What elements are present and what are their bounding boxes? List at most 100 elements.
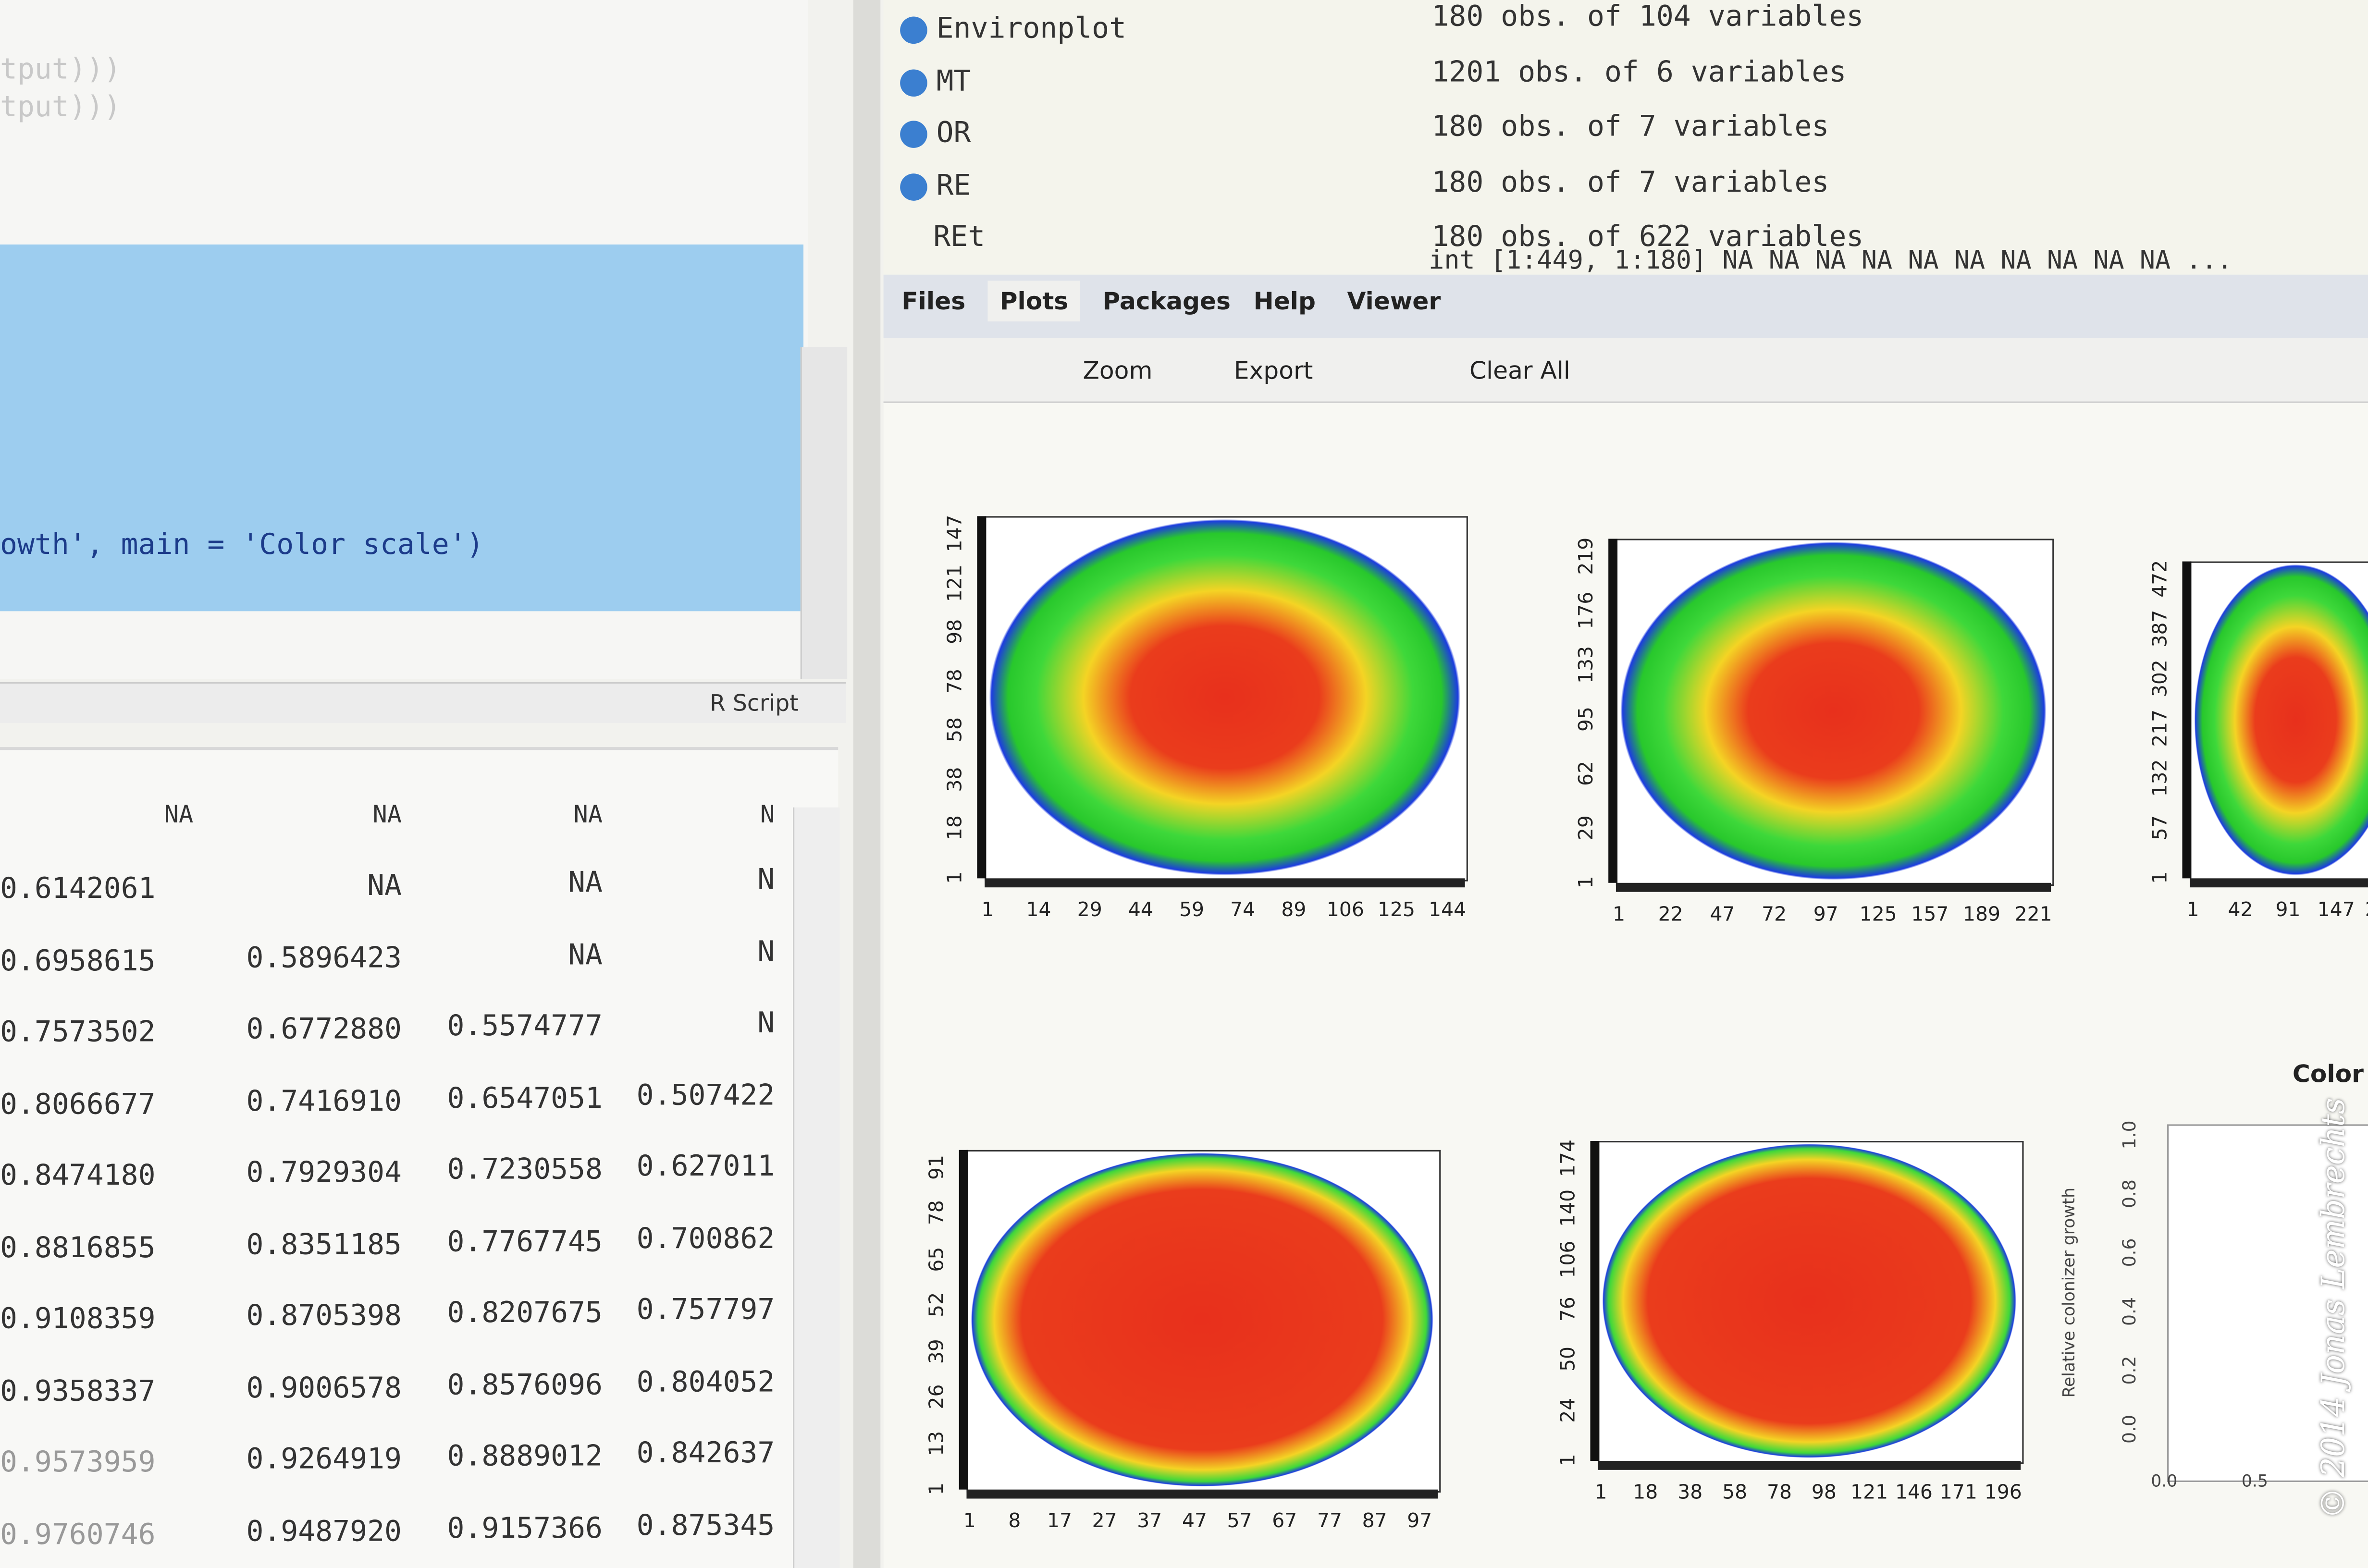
x-tick-label: 1	[981, 899, 994, 922]
console-cell: 0.8066677	[0, 1087, 156, 1121]
y-axis-bar	[1608, 539, 1618, 883]
console-header: NA	[372, 799, 402, 829]
x-tick-label: 157	[1911, 904, 1949, 927]
x-tick-label: 189	[1962, 904, 2001, 927]
console-cell: 0.9108359	[0, 1302, 156, 1336]
console-panel	[0, 747, 839, 1568]
divider	[853, 0, 881, 1568]
tab[interactable]: Help	[1253, 286, 1316, 316]
toolbar-button[interactable]: Clear All	[1469, 356, 1570, 385]
console-cell: 0.7230558	[447, 1153, 603, 1187]
y-tick-label: 0.8	[2119, 1179, 2140, 1208]
console-cell: 0.6142061	[0, 872, 156, 906]
tab[interactable]: Packages	[1102, 286, 1231, 316]
console-cell: 0.507422	[636, 1078, 775, 1112]
env-value: 180 obs. of 7 variables	[1431, 110, 1829, 144]
y-tick-label: 62	[1576, 761, 1599, 786]
file-type[interactable]: R Script	[710, 689, 799, 717]
heatmap	[989, 519, 1461, 876]
y-tick-label: 1	[1557, 1454, 1581, 1467]
env-value: 1201 obs. of 6 variables	[1431, 55, 1847, 88]
console-cell: 0.6958615	[0, 944, 156, 978]
expand-icon[interactable]	[900, 68, 927, 96]
env-name: OR	[936, 116, 971, 150]
x-tick-label: 210	[2365, 899, 2368, 922]
editor-scrollbar	[800, 347, 848, 679]
plot-title: Color s	[2292, 1059, 2368, 1089]
y-tick-label: 24	[1557, 1397, 1581, 1422]
tab[interactable]: Viewer	[1347, 286, 1441, 316]
console-cell: 0.700862	[636, 1222, 775, 1255]
expand-icon[interactable]	[900, 121, 927, 148]
x-tick-label: 144	[1429, 899, 1467, 922]
x-tick-label: 44	[1128, 899, 1153, 922]
expand-icon[interactable]	[900, 16, 927, 44]
environment-panel	[883, 0, 2368, 275]
x-tick-label: 1	[963, 1510, 976, 1533]
env-name: Environplot	[936, 12, 1127, 46]
x-tick-label: 14	[1026, 899, 1051, 922]
console-cell: N	[757, 1006, 775, 1040]
y-tick-label: 29	[1576, 815, 1599, 841]
x-tick-label: 18	[1633, 1482, 1658, 1505]
console-cell: 0.8207675	[447, 1296, 603, 1330]
console-cell: NA	[568, 866, 603, 900]
y-tick-label: 140	[1557, 1189, 1581, 1227]
y-axis-bar	[959, 1150, 968, 1490]
tab[interactable]: Plots	[987, 281, 1081, 322]
x-tick-label: 0.0	[2151, 1471, 2178, 1491]
y-tick-label: 147	[944, 514, 968, 552]
toolbar-button[interactable]: Zoom	[1083, 356, 1153, 385]
toolbar	[883, 338, 2368, 403]
y-tick-label: 76	[1557, 1297, 1581, 1322]
selection	[0, 244, 804, 612]
y-tick-label: 50	[1557, 1347, 1581, 1372]
console-cell: 0.9264919	[246, 1443, 402, 1476]
y-tick-label: 1	[926, 1482, 950, 1495]
y-tick-label: 91	[926, 1154, 950, 1180]
x-tick-label: 196	[1984, 1482, 2022, 1505]
env-name: RE	[936, 168, 971, 202]
heatmap	[971, 1153, 1433, 1487]
x-tick-label: 87	[1362, 1510, 1387, 1533]
y-tick-label: 1	[2149, 871, 2173, 884]
x-tick-label: 147	[2317, 899, 2355, 922]
console-cell: 0.9358337	[0, 1374, 156, 1408]
y-tick-label: 78	[944, 668, 968, 694]
console-cell: 0.7929304	[246, 1156, 402, 1189]
y-axis-bar	[2182, 561, 2192, 879]
x-tick-label: 47	[1182, 1510, 1208, 1533]
x-axis-bar	[2190, 878, 2368, 888]
x-tick-label: 42	[2228, 899, 2253, 922]
expand-icon[interactable]	[900, 172, 927, 200]
x-tick-label: 1	[1594, 1482, 1607, 1505]
y-tick-label: 98	[944, 619, 968, 645]
y-tick-label: 176	[1576, 591, 1599, 629]
y-tick-label: 58	[944, 717, 968, 743]
x-tick-label: 106	[1326, 899, 1364, 922]
console-cell: 0.8889012	[447, 1439, 603, 1473]
x-axis-bar	[985, 878, 1465, 888]
toolbar-button[interactable]: Export	[1233, 356, 1313, 385]
y-tick-label: 0.6	[2119, 1238, 2140, 1267]
console-cell: 0.6772880	[246, 1012, 402, 1046]
console-cell: 0.627011	[636, 1150, 775, 1183]
y-tick-label: 219	[1576, 537, 1599, 575]
x-axis-bar	[1616, 882, 2051, 892]
y-tick-label: 39	[926, 1338, 950, 1364]
y-tick-label: 1	[1576, 876, 1599, 889]
console-cell: 0.6547051	[447, 1081, 603, 1115]
x-tick-label: 57	[1227, 1510, 1252, 1533]
tab[interactable]: Files	[901, 286, 966, 316]
code-line: tput)))	[0, 90, 121, 124]
y-tick-label: 121	[944, 564, 968, 601]
y-tick-label: 0.2	[2119, 1356, 2140, 1385]
console-cell: 0.875345	[636, 1508, 775, 1542]
y-tick-label: 1	[944, 871, 968, 884]
x-tick-label: 97	[1407, 1510, 1432, 1533]
console-cell: N	[757, 863, 775, 897]
y-tick-label: 13	[926, 1430, 950, 1456]
y-tick-label: 38	[944, 767, 968, 792]
x-tick-label: 146	[1895, 1482, 1933, 1505]
